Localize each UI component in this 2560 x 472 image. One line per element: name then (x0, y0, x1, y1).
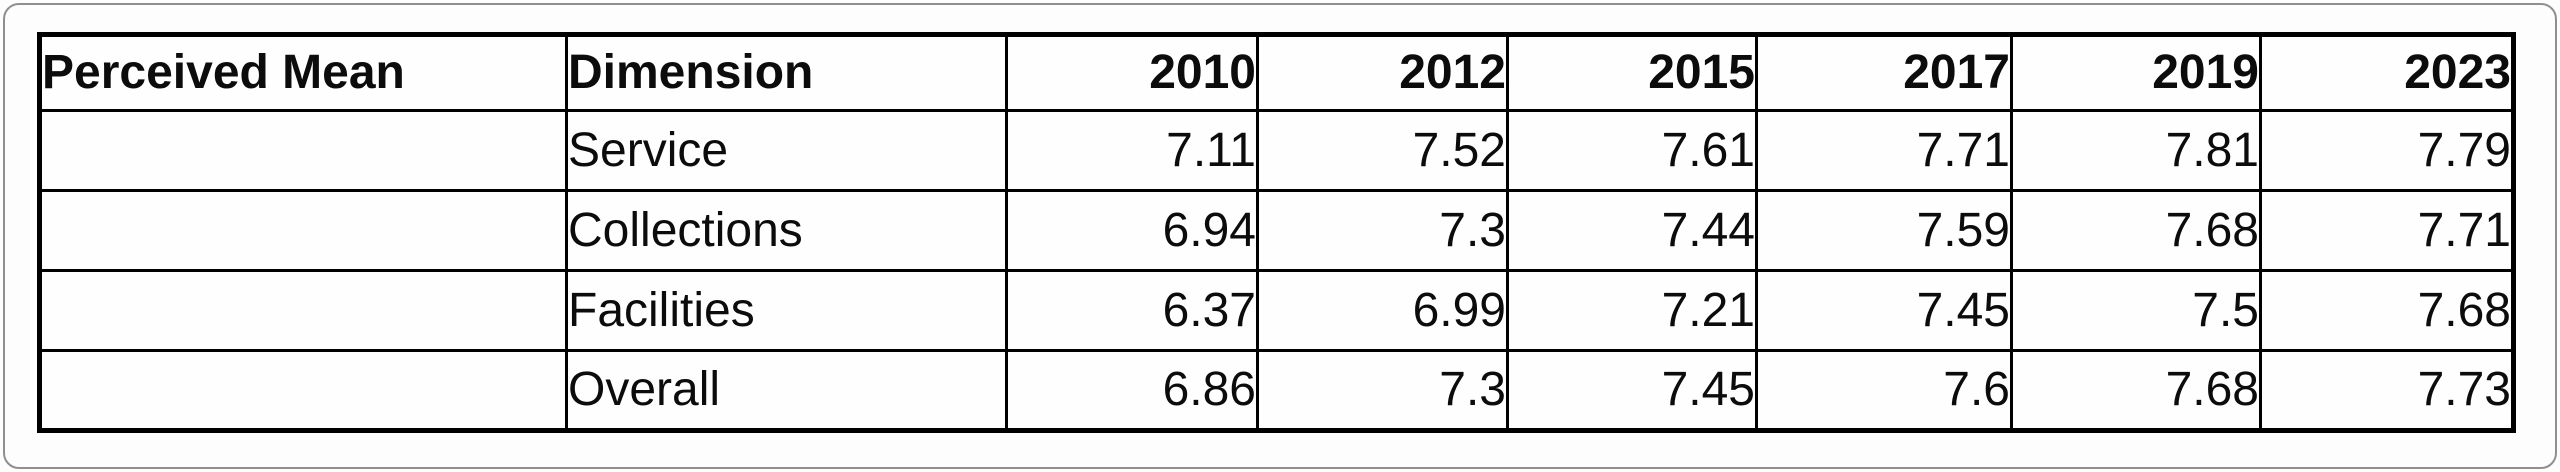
facilities-2010-cell: 6.37 (1005, 269, 1259, 352)
overall-2017-cell: 7.6 (1755, 349, 2013, 432)
table-row-collections: Collections 6.94 7.3 7.44 7.59 7.68 7.71 (38, 189, 2515, 272)
service-2019-cell: 7.81 (2010, 109, 2262, 192)
header-row: Perceived Mean Dimension 2010 2012 2015 … (38, 33, 2515, 112)
collections-2015-cell: 7.44 (1506, 189, 1758, 272)
facilities-2012-cell: 6.99 (1256, 269, 1509, 352)
collections-2010-cell: 6.94 (1005, 189, 1259, 272)
service-perceived-mean-cell (38, 109, 568, 192)
header-year-2023: 2023 (2259, 33, 2515, 112)
service-2015-cell: 7.61 (1506, 109, 1758, 192)
header-perceived-mean: Perceived Mean (38, 33, 568, 112)
header-year-2017: 2017 (1755, 33, 2013, 112)
facilities-2017-cell: 7.45 (1755, 269, 2013, 352)
overall-2019-cell: 7.68 (2010, 349, 2262, 432)
collections-2017-cell: 7.59 (1755, 189, 2013, 272)
header-year-2019: 2019 (2010, 33, 2262, 112)
collections-dimension-cell: Collections (565, 189, 1008, 272)
header-year-2010: 2010 (1005, 33, 1259, 112)
service-2023-cell: 7.79 (2259, 109, 2515, 192)
facilities-2023-cell: 7.68 (2259, 269, 2515, 352)
table-row-service: Service 7.11 7.52 7.61 7.71 7.81 7.79 (38, 109, 2515, 192)
header-year-2012: 2012 (1256, 33, 1509, 112)
perceived-mean-table: Perceived Mean Dimension 2010 2012 2015 … (37, 32, 2516, 433)
service-2010-cell: 7.11 (1005, 109, 1259, 192)
facilities-2015-cell: 7.21 (1506, 269, 1758, 352)
overall-perceived-mean-cell (38, 349, 568, 432)
overall-dimension-cell: Overall (565, 349, 1008, 432)
overall-2010-cell: 6.86 (1005, 349, 1259, 432)
header-dimension: Dimension (565, 33, 1008, 112)
overall-2012-cell: 7.3 (1256, 349, 1509, 432)
facilities-dimension-cell: Facilities (565, 269, 1008, 352)
header-year-2015: 2015 (1506, 33, 1758, 112)
service-dimension-cell: Service (565, 109, 1008, 192)
facilities-2019-cell: 7.5 (2010, 269, 2262, 352)
table-row-overall: Overall 6.86 7.3 7.45 7.6 7.68 7.73 (38, 349, 2515, 432)
overall-2023-cell: 7.73 (2259, 349, 2515, 432)
facilities-perceived-mean-cell (38, 269, 568, 352)
collections-2023-cell: 7.71 (2259, 189, 2515, 272)
table-row-facilities: Facilities 6.37 6.99 7.21 7.45 7.5 7.68 (38, 269, 2515, 352)
collections-2012-cell: 7.3 (1256, 189, 1509, 272)
service-2012-cell: 7.52 (1256, 109, 1509, 192)
overall-2015-cell: 7.45 (1506, 349, 1758, 432)
collections-2019-cell: 7.68 (2010, 189, 2262, 272)
service-2017-cell: 7.71 (1755, 109, 2013, 192)
collections-perceived-mean-cell (38, 189, 568, 272)
